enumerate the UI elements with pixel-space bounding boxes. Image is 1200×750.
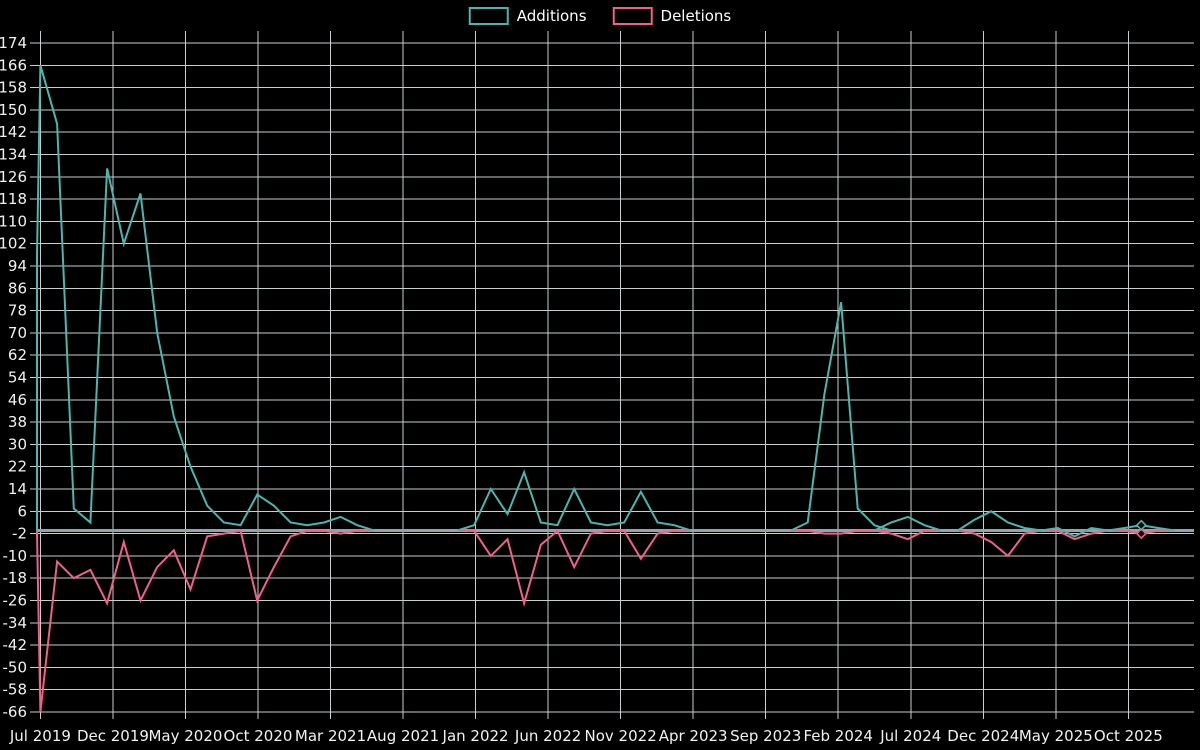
svg-text:Oct 2025: Oct 2025: [1094, 727, 1163, 745]
svg-text:Jul 2019: Jul 2019: [9, 727, 71, 745]
svg-text:118: 118: [0, 190, 27, 208]
svg-text:-10: -10: [3, 547, 28, 565]
legend-item-additions[interactable]: Additions: [468, 6, 587, 25]
legend-label-deletions: Deletions: [660, 6, 732, 25]
svg-text:Oct 2020: Oct 2020: [224, 727, 293, 745]
svg-text:54: 54: [8, 369, 27, 387]
svg-text:38: 38: [8, 413, 27, 431]
additions-swatch-icon: [468, 7, 509, 25]
deletions-swatch-icon: [612, 7, 653, 25]
svg-text:62: 62: [8, 346, 27, 364]
svg-text:Dec 2019: Dec 2019: [77, 727, 149, 745]
svg-text:May 2025: May 2025: [1019, 727, 1093, 745]
svg-text:Feb 2024: Feb 2024: [803, 727, 873, 745]
svg-text:30: 30: [8, 435, 27, 453]
svg-text:70: 70: [8, 324, 27, 342]
svg-text:110: 110: [0, 212, 27, 230]
svg-text:-42: -42: [3, 636, 28, 654]
svg-text:102: 102: [0, 235, 27, 253]
legend-item-deletions[interactable]: Deletions: [612, 6, 732, 25]
svg-text:142: 142: [0, 123, 27, 141]
svg-text:6: 6: [17, 502, 27, 520]
chart-legend: Additions Deletions: [468, 6, 732, 25]
svg-text:46: 46: [8, 391, 27, 409]
svg-text:166: 166: [0, 56, 27, 74]
svg-text:-58: -58: [3, 681, 28, 699]
svg-text:78: 78: [8, 302, 27, 320]
svg-text:Apr 2023: Apr 2023: [659, 727, 728, 745]
svg-text:174: 174: [0, 34, 27, 52]
svg-text:Jan 2022: Jan 2022: [442, 727, 509, 745]
svg-text:150: 150: [0, 101, 27, 119]
svg-text:14: 14: [8, 480, 27, 498]
svg-text:-26: -26: [3, 592, 28, 610]
svg-text:Mar 2021: Mar 2021: [295, 727, 366, 745]
svg-text:-34: -34: [3, 614, 28, 632]
svg-text:94: 94: [8, 257, 27, 275]
svg-text:Aug 2021: Aug 2021: [367, 727, 439, 745]
legend-label-additions: Additions: [516, 6, 587, 25]
svg-text:-2: -2: [12, 525, 27, 543]
svg-text:-50: -50: [3, 658, 28, 676]
svg-text:134: 134: [0, 146, 27, 164]
svg-text:May 2020: May 2020: [148, 727, 222, 745]
svg-text:Jul 2024: Jul 2024: [879, 727, 941, 745]
svg-text:86: 86: [8, 279, 27, 297]
svg-text:Dec 2024: Dec 2024: [947, 727, 1019, 745]
svg-text:-18: -18: [3, 569, 28, 587]
svg-text:-66: -66: [3, 703, 28, 721]
svg-text:22: 22: [8, 458, 27, 476]
svg-text:Sep 2023: Sep 2023: [730, 727, 801, 745]
svg-text:158: 158: [0, 79, 27, 97]
svg-text:Nov 2022: Nov 2022: [585, 727, 657, 745]
svg-text:126: 126: [0, 168, 27, 186]
svg-text:Jun 2022: Jun 2022: [514, 727, 581, 745]
